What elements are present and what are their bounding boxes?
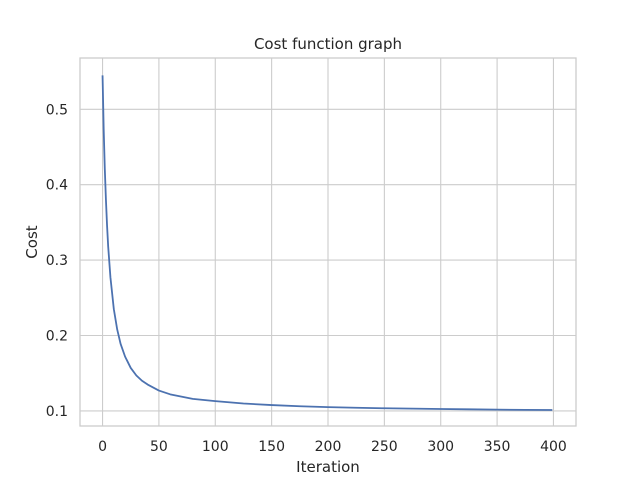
y-tick-label: 0.1	[46, 404, 68, 420]
cost-series-line	[101, 75, 553, 411]
x-axis-label: Iteration	[296, 458, 360, 476]
x-tick-labels: 0 50 100 150 200 250 300 350 400	[98, 439, 567, 455]
x-tick-label: 0	[98, 439, 107, 455]
x-tick-label: 150	[258, 439, 285, 455]
y-tick-label: 0.5	[46, 102, 68, 118]
y-tick-label: 0.2	[46, 329, 68, 345]
chart-title: Cost function graph	[254, 35, 402, 53]
x-tick-label: 100	[202, 439, 229, 455]
x-tick-label: 200	[315, 439, 342, 455]
x-tick-label: 400	[540, 439, 567, 455]
y-tick-label: 0.4	[46, 178, 68, 194]
y-axis-label: Cost	[23, 225, 41, 258]
y-tick-label: 0.3	[46, 253, 68, 269]
y-tick-labels: 0.1 0.2 0.3 0.4 0.5	[46, 102, 68, 420]
x-tick-label: 300	[427, 439, 454, 455]
plot-frame	[79, 57, 577, 427]
grid-lines	[80, 58, 576, 426]
x-tick-label: 50	[150, 439, 168, 455]
x-tick-label: 250	[371, 439, 398, 455]
x-tick-label: 350	[484, 439, 511, 455]
series-layer	[101, 75, 553, 411]
